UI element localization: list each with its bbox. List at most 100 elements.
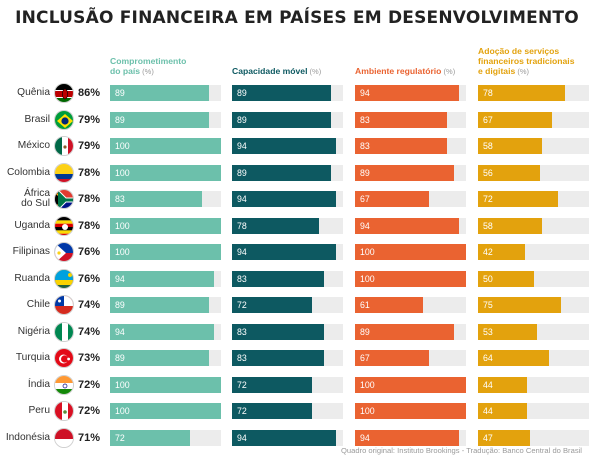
country-name: Peru [0,405,50,416]
bar-value-label: 89 [115,353,125,363]
bar-track: 83 [110,191,221,207]
bar: 78 [232,217,319,234]
bar-value-label: 42 [483,247,493,257]
bar-value-label: 89 [115,300,125,310]
bar: 100 [110,138,221,154]
bar: 94 [110,270,215,287]
bar-track: 89 [355,164,466,181]
series-header-2: Ambiente regulatório (%) [355,66,455,77]
bar-track: 83 [232,270,343,287]
bar-value-label: 94 [360,88,370,98]
series-name-text: Comprometimento [110,56,187,66]
overall-score: 74% [78,299,101,311]
bar-value-label: 83 [237,273,247,284]
series-header-3: Adoção de serviços financeiros tradiciona… [478,46,574,77]
bar-value-label: 94 [237,194,247,204]
series-name-text: e digitais [478,66,516,76]
country-name: Turquia [0,352,50,363]
bar-track: 56 [478,164,589,181]
bar: 83 [355,111,448,128]
bar-track: 72 [232,297,343,313]
unit-label: (%) [140,67,154,76]
overall-score: 72% [78,378,101,391]
philippines-flag-icon [54,242,74,262]
bar-value-label: 67 [360,353,370,363]
bar-value-label: 89 [360,167,370,178]
bar: 100 [110,217,221,234]
bar-value-label: 56 [483,167,493,178]
bar: 67 [355,191,430,207]
country-name-line: Turquia [15,352,50,363]
bar-value-label: 100 [115,141,130,151]
bar: 72 [232,297,312,313]
bar: 94 [232,429,337,446]
bar-track: 89 [110,297,221,313]
country-name-line: Brasil [24,113,50,125]
bar-track: 94 [355,429,466,446]
bar-value-label: 83 [237,353,247,363]
overall-score: 79% [78,113,101,126]
bar: 83 [232,350,325,366]
country-row: Nigéria 74% 94 83 89 53 [0,321,594,343]
country-name: México [0,140,50,151]
country-name: Brasil [0,113,50,125]
bar-track: 67 [478,111,589,128]
country-name: Índia [0,379,50,390]
bar: 61 [355,297,423,313]
bar-track: 94 [232,244,343,260]
bar-value-label: 94 [115,326,125,337]
bar-value-label: 100 [115,220,130,231]
bar-track: 100 [110,244,221,260]
south-africa-flag-icon [54,189,74,209]
country-row: Chile 74% 89 72 61 75 [0,294,594,316]
bar-track: 83 [232,323,343,340]
bar-track: 100 [110,403,221,419]
bar: 89 [110,350,209,366]
bar-track: 78 [478,85,589,101]
bar: 78 [478,85,565,101]
country-name: África do Sul [0,188,50,209]
bar-track: 72 [232,403,343,419]
bar-value-label: 100 [115,247,130,257]
bar-value-label: 50 [483,273,493,284]
country-row: Filipinas 76% 100 94 100 42 [0,241,594,263]
bar-value-label: 89 [237,167,247,178]
bar-track: 64 [478,350,589,366]
bar: 94 [355,217,460,234]
bar-value-label: 94 [237,141,247,151]
bar-value-label: 72 [237,300,247,310]
overall-score: 78% [78,166,101,179]
country-name: Quênia [0,87,50,98]
bar-track: 100 [355,376,466,393]
bar: 83 [232,270,325,287]
bar: 100 [110,403,221,419]
country-row: Colombia 78% 100 89 89 56 [0,162,594,184]
bar-value-label: 75 [483,300,493,310]
country-name-line: do Sul [21,198,50,209]
bar-value-label: 72 [115,432,125,443]
series-name-text: Capacidade móvel [232,66,308,76]
bar: 47 [478,429,531,446]
bar: 72 [110,429,190,446]
bar: 94 [110,323,215,340]
bar-track: 67 [355,191,466,207]
source-note: Quadro original: Instituto Brookings - T… [340,446,582,455]
colombia-flag-icon [54,162,74,183]
bar-track: 89 [110,350,221,366]
bar-track: 72 [110,429,221,446]
bar-track: 58 [478,138,589,154]
series-header-line: Capacidade móvel (%) [232,66,321,77]
bar: 100 [110,164,221,181]
kenya-flag-icon [54,83,74,103]
bar: 67 [355,350,430,366]
bar: 89 [232,85,331,101]
bar: 72 [232,403,312,419]
bar-value-label: 100 [115,379,130,390]
bar-value-label: 58 [483,141,493,151]
bar-value-label: 44 [483,406,493,416]
bar-value-label: 89 [115,114,125,125]
bar: 44 [478,376,527,393]
series-header-1: Capacidade móvel (%) [232,66,321,77]
bar-value-label: 100 [115,406,130,416]
bar-value-label: 53 [483,326,493,337]
